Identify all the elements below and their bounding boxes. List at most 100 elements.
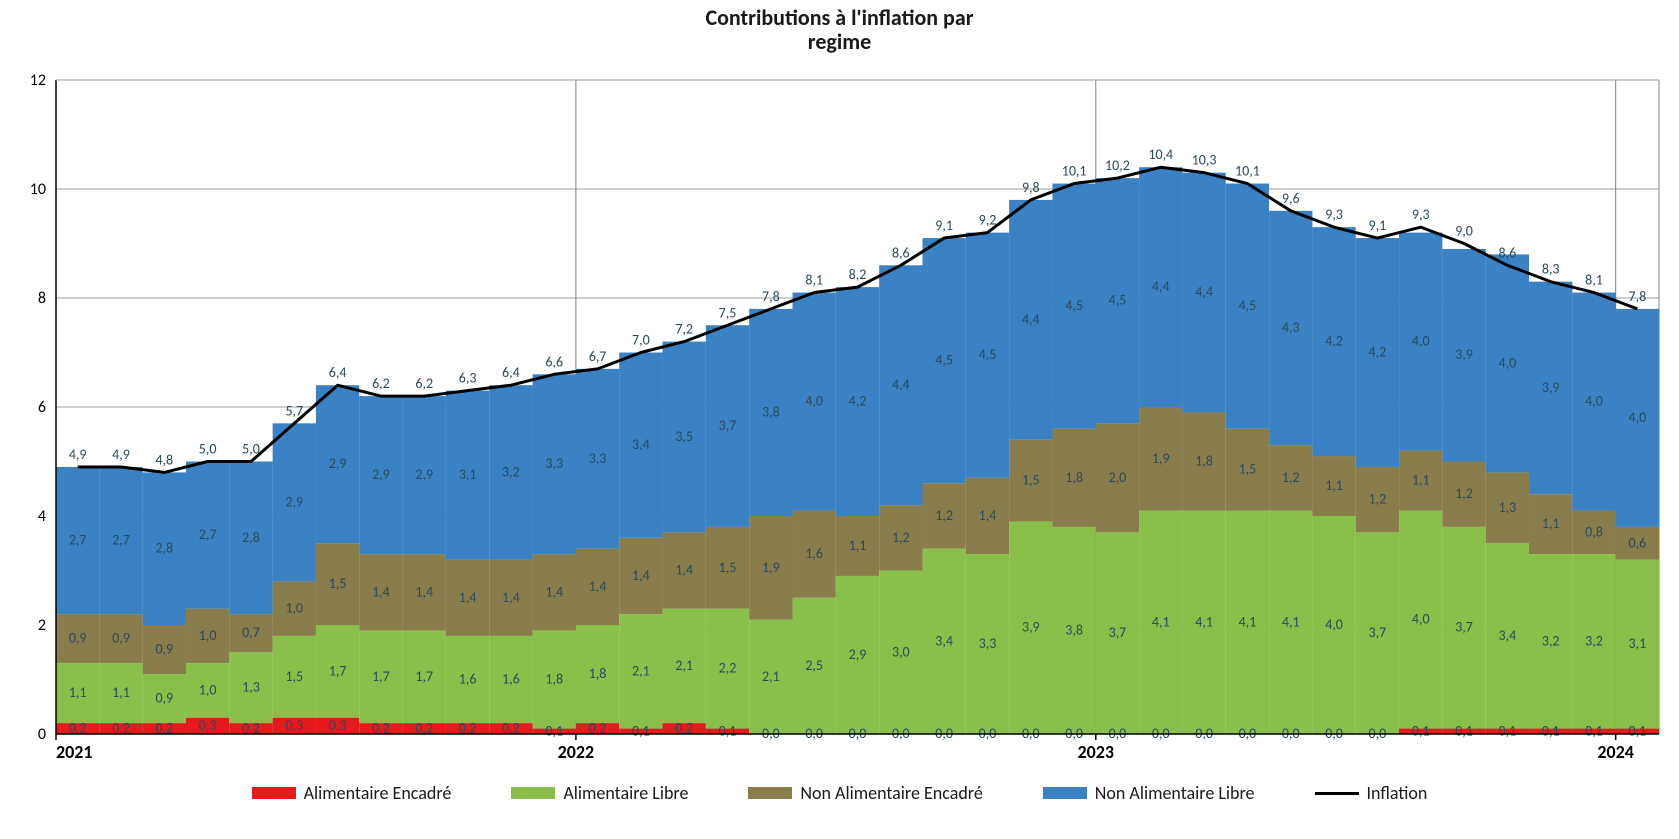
- data-label: 4,5: [1109, 292, 1127, 309]
- data-label: 4,0: [1499, 355, 1517, 372]
- data-label: 4,4: [892, 377, 910, 394]
- data-label: 0,1: [719, 723, 737, 740]
- line-data-label: 9,6: [1282, 190, 1300, 207]
- legend-swatch: [511, 787, 555, 799]
- x-axis-label: 2022: [558, 741, 595, 763]
- data-label: 3,3: [979, 635, 997, 652]
- line-data-label: 9,2: [979, 212, 997, 229]
- data-label: 3,7: [1455, 619, 1473, 636]
- legend-label: Alimentaire Libre: [563, 782, 688, 804]
- data-label: 2,9: [849, 646, 867, 663]
- data-label: 2,1: [675, 657, 693, 674]
- data-label: 1,8: [589, 665, 607, 682]
- data-label: 1,6: [502, 671, 520, 688]
- data-label: 4,1: [1239, 614, 1257, 631]
- chart-svg: 0246810120,21,10,92,70,21,10,92,70,20,90…: [0, 54, 1679, 774]
- line-data-label: 7,8: [762, 288, 780, 305]
- line-data-label: 8,2: [849, 266, 867, 283]
- data-label: 1,1: [112, 685, 130, 702]
- line-data-label: 8,1: [1585, 272, 1603, 289]
- data-label: 1,2: [1282, 469, 1300, 486]
- line-data-label: 4,9: [69, 446, 87, 463]
- data-label: 1,1: [1412, 472, 1430, 489]
- line-data-label: 9,3: [1412, 207, 1430, 224]
- chart-container: Contributions à l'inflation par regime 0…: [0, 0, 1679, 839]
- data-label: 0,3: [199, 717, 217, 734]
- data-label: 3,4: [1499, 627, 1517, 644]
- data-label: 1,0: [199, 682, 217, 699]
- data-label: 1,4: [372, 584, 390, 601]
- data-label: 1,5: [719, 559, 737, 576]
- data-label: 3,4: [632, 437, 650, 454]
- svg-text:6: 6: [38, 398, 46, 417]
- data-label: 3,2: [1585, 633, 1603, 650]
- line-data-label: 10,2: [1105, 157, 1130, 174]
- data-label: 1,4: [459, 589, 477, 606]
- data-label: 1,4: [502, 589, 520, 606]
- data-label: 3,7: [1369, 625, 1387, 642]
- data-label: 2,2: [719, 660, 737, 677]
- data-label: 4,1: [1282, 614, 1300, 631]
- line-data-label: 8,6: [892, 245, 910, 262]
- data-label: 2,9: [372, 467, 390, 484]
- data-label: 4,0: [1585, 393, 1603, 410]
- x-axis-label: 2024: [1597, 741, 1634, 763]
- svg-text:10: 10: [30, 180, 46, 199]
- data-label: 0,3: [329, 717, 347, 734]
- data-label: 3,9: [1542, 379, 1560, 396]
- data-label: 2,8: [155, 540, 173, 557]
- data-label: 3,8: [1065, 622, 1083, 639]
- data-label: 1,2: [935, 507, 953, 524]
- data-label: 0,7: [242, 625, 260, 642]
- legend-item-alim-encadre: Alimentaire Encadré: [252, 782, 452, 804]
- data-label: 3,3: [589, 450, 607, 467]
- data-label: 1,6: [459, 671, 477, 688]
- data-label: 3,1: [1628, 635, 1646, 652]
- line-data-label: 8,1: [805, 272, 823, 289]
- data-label: 1,2: [1455, 486, 1473, 503]
- line-data-label: 9,0: [1455, 223, 1473, 240]
- line-data-label: 7,5: [719, 305, 737, 322]
- data-label: 1,4: [545, 584, 563, 601]
- line-data-label: 8,3: [1542, 261, 1560, 278]
- data-label: 0,1: [1628, 723, 1646, 740]
- line-data-label: 9,8: [1022, 179, 1040, 196]
- line-data-label: 6,7: [589, 348, 607, 365]
- data-label: 0,6: [1628, 535, 1646, 552]
- data-label: 1,4: [632, 567, 650, 584]
- data-label: 1,3: [1499, 499, 1517, 516]
- svg-text:2: 2: [38, 616, 46, 635]
- legend-label: Inflation: [1367, 782, 1428, 804]
- data-label: 1,0: [199, 627, 217, 644]
- line-data-label: 5,7: [285, 403, 303, 420]
- data-label: 1,3: [242, 679, 260, 696]
- data-label: 4,2: [1325, 333, 1343, 350]
- data-label: 4,3: [1282, 319, 1300, 336]
- data-label: 0,1: [1585, 723, 1603, 740]
- data-label: 1,8: [1195, 453, 1213, 470]
- data-label: 4,4: [1022, 311, 1040, 328]
- data-label: 3,7: [719, 417, 737, 434]
- svg-text:4: 4: [38, 507, 46, 526]
- data-label: 4,5: [1065, 298, 1083, 315]
- data-label: 0,8: [1585, 524, 1603, 541]
- data-label: 0,1: [632, 723, 650, 740]
- data-label: 2,1: [632, 663, 650, 680]
- data-label: 1,9: [1152, 450, 1170, 467]
- data-label: 2,1: [762, 668, 780, 685]
- svg-text:12: 12: [30, 71, 46, 90]
- data-label: 4,0: [1325, 616, 1343, 633]
- data-label: 4,0: [805, 393, 823, 410]
- data-label: 1,1: [69, 685, 87, 702]
- data-label: 3,8: [762, 404, 780, 421]
- line-data-label: 4,9: [112, 446, 130, 463]
- data-label: 2,7: [112, 532, 130, 549]
- data-label: 3,1: [459, 467, 477, 484]
- data-label: 0,1: [1455, 723, 1473, 740]
- data-label: 1,1: [849, 537, 867, 554]
- line-data-label: 9,1: [1369, 217, 1387, 234]
- line-data-label: 7,8: [1628, 288, 1646, 305]
- legend-swatch: [748, 787, 792, 799]
- data-label: 0,1: [545, 723, 563, 740]
- chart-title-line2: regime: [0, 30, 1679, 54]
